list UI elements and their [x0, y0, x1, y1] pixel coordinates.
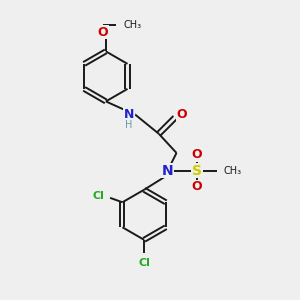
Text: O: O	[192, 148, 203, 161]
Text: S: S	[192, 164, 202, 178]
Text: Cl: Cl	[138, 258, 150, 268]
Text: O: O	[176, 108, 187, 121]
Text: N: N	[162, 164, 173, 178]
Text: Cl: Cl	[92, 191, 104, 201]
Text: O: O	[192, 180, 203, 193]
Text: CH₃: CH₃	[224, 166, 242, 176]
Text: O: O	[98, 26, 108, 39]
Text: N: N	[124, 108, 134, 121]
Text: CH₃: CH₃	[124, 20, 142, 30]
Text: H: H	[125, 120, 133, 130]
